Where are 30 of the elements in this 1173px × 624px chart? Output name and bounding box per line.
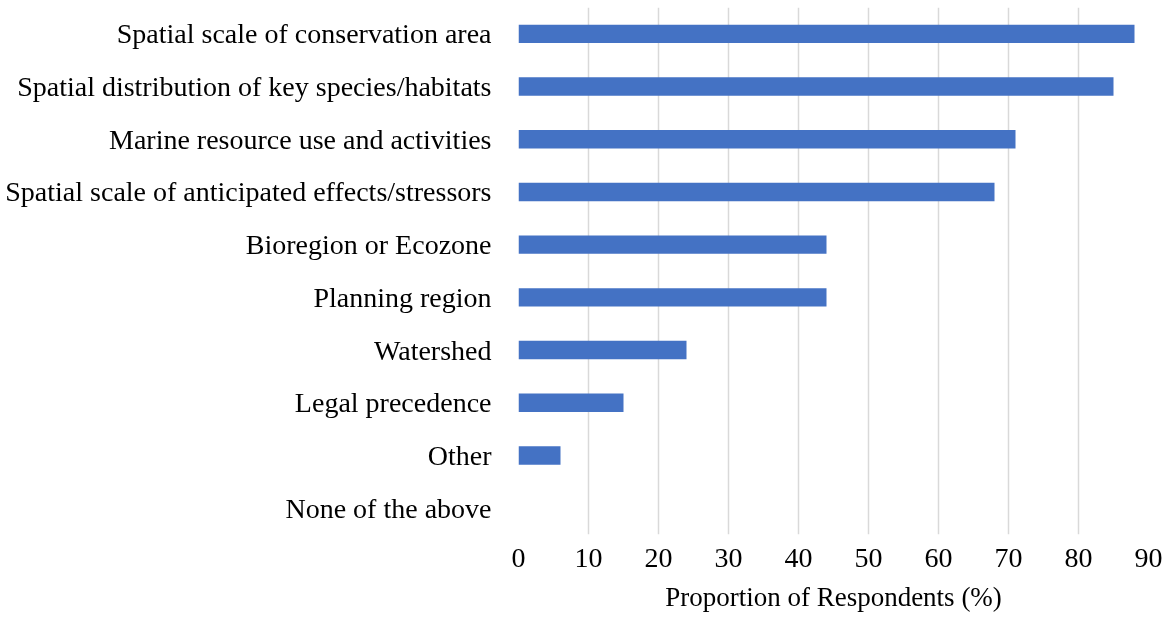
x-tick-label: 70: [994, 541, 1023, 573]
x-tick-label: 10: [574, 541, 603, 573]
y-tick-label: None of the above: [285, 492, 492, 524]
bar: [518, 77, 1114, 96]
y-tick-label: Bioregion or Ecozone: [245, 229, 492, 261]
x-tick-label: 80: [1064, 541, 1093, 573]
y-tick-label: Spatial scale of conservation area: [116, 18, 493, 50]
bar: [518, 130, 1016, 149]
x-tick-label: 50: [854, 541, 883, 573]
y-tick-label: Spatial scale of anticipated effects/stressors: [5, 176, 492, 208]
bar: [518, 235, 827, 254]
x-axis-title: Proportion of Respondents (%): [665, 581, 1002, 612]
bar: [518, 182, 995, 202]
x-tick-label: 60: [924, 541, 953, 573]
y-tick-label: Other: [427, 439, 493, 471]
bar: [518, 446, 561, 465]
bar: [518, 24, 1135, 44]
y-tick-label: Watershed: [374, 334, 492, 366]
bar: [518, 340, 687, 360]
y-tick-label: Spatial distribution of key species/habitats: [17, 71, 492, 103]
x-tick-label: 20: [644, 541, 673, 573]
bar: [518, 393, 624, 412]
x-tick-label: 30: [714, 541, 743, 573]
bar: [518, 288, 827, 307]
x-tick-label: 90: [1134, 541, 1163, 573]
x-tick-label: 40: [784, 541, 813, 573]
y-tick-label: Marine resource use and activities: [108, 123, 492, 155]
y-tick-label: Planning region: [313, 281, 492, 313]
x-tick-label: 0: [511, 541, 526, 573]
y-tick-label: Legal precedence: [294, 387, 492, 419]
